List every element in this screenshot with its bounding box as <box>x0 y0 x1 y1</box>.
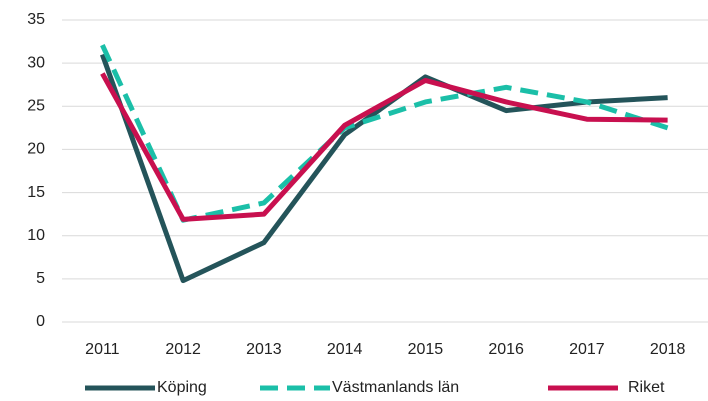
y-tick-label: 35 <box>27 11 45 28</box>
line-series <box>100 72 668 222</box>
x-tick-label: 2013 <box>246 341 282 358</box>
x-tick-label: 2017 <box>569 341 605 358</box>
x-tick-label: 2011 <box>85 341 120 358</box>
y-tick-label: 10 <box>27 227 45 244</box>
y-tick-label: 25 <box>27 98 45 115</box>
y-tick-label: 0 <box>36 313 45 330</box>
x-tick-label: 2015 <box>408 341 444 358</box>
y-tick-label: 15 <box>27 184 45 201</box>
y-tick-label: 20 <box>27 141 45 158</box>
x-tick-label: 2018 <box>650 341 686 358</box>
line-series <box>100 43 669 223</box>
x-tick-label: 2012 <box>165 341 201 358</box>
line-series <box>100 53 668 284</box>
y-tick-label: 5 <box>36 270 45 287</box>
legend-label: Riket <box>628 379 665 396</box>
x-tick-label: 2014 <box>327 341 363 358</box>
legend-label: Västmanlands län <box>332 379 459 396</box>
y-tick-label: 30 <box>27 54 45 71</box>
x-tick-label: 2016 <box>488 341 524 358</box>
legend-label: Köping <box>157 379 207 396</box>
